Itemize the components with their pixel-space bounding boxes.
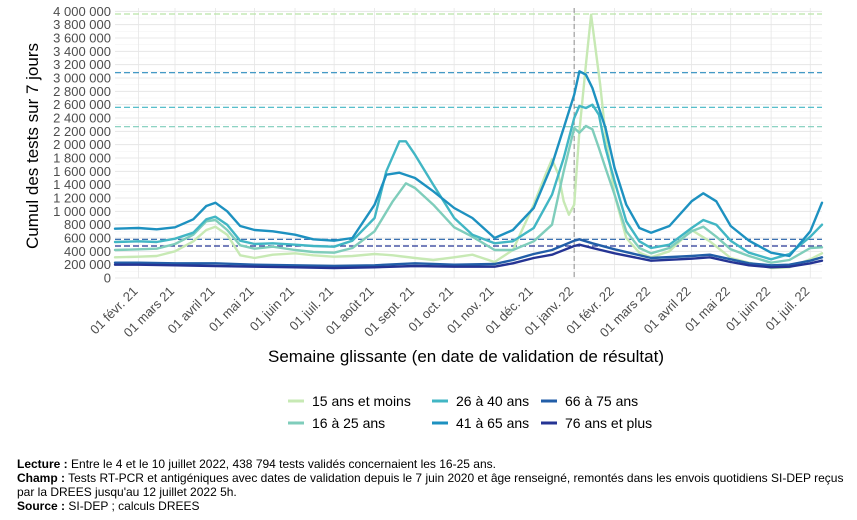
y-axis-label: Cumul des tests sur 7 jours	[23, 43, 42, 249]
chart-notes: Lecture : Entre le 4 et le 10 juillet 20…	[17, 457, 847, 513]
y-tick-label: 1 200 000	[53, 191, 111, 206]
legend-label: 16 à 25 ans	[312, 415, 385, 431]
y-tick-label: 2 000 000	[53, 137, 111, 152]
source-note: Source : SI-DEP ; calculs DREES	[17, 499, 847, 513]
chart-grid	[115, 8, 822, 279]
champ-text: Tests RT-PCR et antigéniques avec dates …	[17, 471, 844, 499]
source-text: SI-DEP ; calculs DREES	[65, 499, 200, 513]
y-tick-label: 3 200 000	[53, 57, 111, 72]
y-tick-label: 1 400 000	[53, 177, 111, 192]
champ-note: Champ : Tests RT-PCR et antigéniques ave…	[17, 471, 847, 499]
y-tick-label: 3 800 000	[53, 17, 111, 32]
y-tick-label: 200 000	[64, 257, 111, 272]
y-tick-label: 2 800 000	[53, 84, 111, 99]
series-line-2	[113, 124, 824, 264]
chart-series	[113, 13, 824, 270]
y-tick-label: 2 200 000	[53, 124, 111, 139]
y-tick-label: 1 600 000	[53, 164, 111, 179]
legend-label: 66 à 75 ans	[565, 393, 638, 409]
y-tick-label: 3 600 000	[53, 31, 111, 46]
y-tick-label: 3 400 000	[53, 44, 111, 59]
y-tick-label: 0	[104, 271, 111, 286]
legend-label: 15 ans et moins	[312, 393, 411, 409]
x-axis-label: Semaine glissante (en date de validation…	[268, 347, 664, 366]
legend-label: 76 ans et plus	[565, 415, 652, 431]
y-tick-label: 4 000 000	[53, 4, 111, 19]
series-line-1	[113, 13, 824, 270]
lecture-text: Entre le 4 et le 10 juillet 2022, 438 79…	[67, 457, 496, 471]
legend-label: 26 à 40 ans	[456, 393, 529, 409]
chart-legend: 15 ans et moins 16 à 25 ans 26 à 40 ans 41 …	[288, 393, 652, 431]
source-label: Source :	[17, 499, 66, 513]
lecture-label: Lecture :	[17, 457, 68, 471]
legend-label: 41 à 65 ans	[456, 415, 529, 431]
series-line-3	[113, 103, 824, 261]
champ-label: Champ :	[17, 471, 65, 485]
series-line-4	[113, 70, 824, 258]
y-tick-label: 2 600 000	[53, 97, 111, 112]
series-line-6	[113, 243, 824, 270]
y-tick-label: 1 000 000	[53, 204, 111, 219]
lecture-note: Lecture : Entre le 4 et le 10 juillet 20…	[17, 457, 847, 471]
reference-lines	[115, 8, 822, 278]
y-tick-label: 400 000	[64, 244, 111, 259]
y-tick-label: 600 000	[64, 231, 111, 246]
y-tick-label: 2 400 000	[53, 111, 111, 126]
y-tick-label: 800 000	[64, 217, 111, 232]
series-line-5	[113, 238, 824, 268]
y-tick-label: 1 800 000	[53, 151, 111, 166]
y-tick-label: 3 000 000	[53, 71, 111, 86]
